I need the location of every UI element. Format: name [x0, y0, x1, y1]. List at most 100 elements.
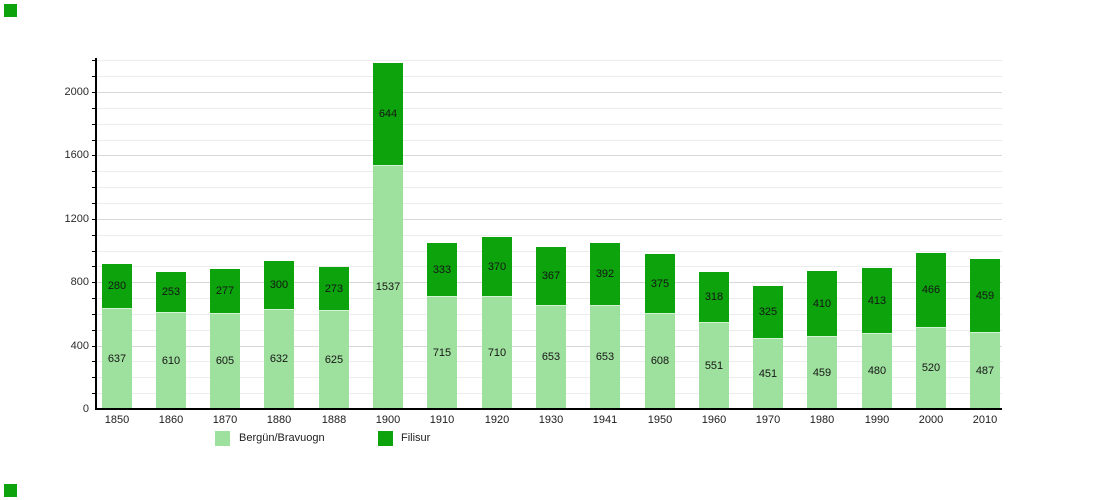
bar-segment-filisur	[264, 261, 294, 309]
bar-segment-filisur	[210, 269, 240, 313]
bar-value-label: 253	[161, 286, 181, 298]
y-tick-label: 2000	[64, 86, 89, 98]
bar-segment-filisur	[156, 272, 186, 312]
bar-segment-bergun	[102, 308, 132, 409]
bar-value-label: 459	[975, 290, 995, 302]
x-tick-label: 1850	[104, 414, 130, 426]
y-tick	[92, 314, 97, 315]
x-tick-label: 1990	[864, 414, 890, 426]
y-gridline	[97, 108, 1002, 109]
bar-value-label: 480	[867, 365, 887, 377]
bar-value-label: 653	[595, 351, 615, 363]
bar-value-label: 487	[975, 365, 995, 377]
y-tick	[92, 282, 97, 283]
x-tick-label: 1950	[647, 414, 673, 426]
bar-value-label: 375	[650, 278, 670, 290]
bar-value-label: 300	[269, 279, 289, 291]
bar-segment-filisur	[645, 254, 675, 313]
bar-segment-bergun	[373, 165, 403, 409]
bar-segment-bergun	[590, 305, 620, 409]
bar-segment-bergun	[482, 296, 512, 409]
legend-label-bergun: Bergün/Bravuogn	[239, 432, 325, 444]
bar-segment-filisur	[373, 63, 403, 165]
bar-segment-filisur	[482, 237, 512, 296]
x-tick-label: 1900	[375, 414, 401, 426]
x-tick-label: 1910	[429, 414, 455, 426]
y-gridline	[97, 76, 1002, 77]
x-tick-label: 1888	[321, 414, 347, 426]
bar-value-label: 625	[324, 354, 344, 366]
bar-value-label: 605	[215, 355, 235, 367]
y-tick	[92, 251, 97, 252]
y-tick-label: 800	[70, 276, 89, 288]
bar-value-label: 280	[107, 280, 127, 292]
y-tick	[92, 140, 97, 141]
legend-label-filisur: Filisur	[401, 432, 431, 444]
x-tick-label: 1930	[538, 414, 564, 426]
bar-value-label: 608	[650, 355, 670, 367]
y-tick	[92, 108, 97, 109]
x-axis-line	[95, 408, 1002, 410]
bar-value-label: 392	[595, 268, 615, 280]
bar-value-label: 610	[161, 355, 181, 367]
bar-segment-bergun	[699, 322, 729, 409]
y-gridline	[97, 60, 1002, 61]
y-gridline	[97, 124, 1002, 125]
bar-segment-bergun	[807, 336, 837, 409]
bar-value-label: 466	[921, 284, 941, 296]
bar-value-label: 451	[758, 368, 778, 380]
bar-segment-filisur	[590, 243, 620, 305]
bar-segment-bergun	[645, 313, 675, 409]
y-tick	[92, 266, 97, 267]
y-tick-label: 0	[82, 403, 89, 415]
bar-segment-bergun	[156, 312, 186, 409]
bar-segment-filisur	[536, 247, 566, 305]
y-tick-label: 1600	[64, 149, 89, 161]
bar-value-label: 325	[758, 306, 778, 318]
bar-value-label: 367	[541, 270, 561, 282]
bar-value-label: 410	[812, 298, 832, 310]
bar-value-label: 520	[921, 362, 941, 374]
bar-value-label: 710	[487, 347, 507, 359]
y-gridline	[97, 235, 1002, 236]
x-tick-label: 1870	[212, 414, 238, 426]
y-tick	[92, 235, 97, 236]
bar-value-label: 318	[704, 291, 724, 303]
bar-segment-bergun	[970, 332, 1000, 409]
bar-value-label: 413	[867, 295, 887, 307]
y-gridline	[97, 155, 1002, 156]
bar-segment-bergun	[264, 309, 294, 409]
bar-value-label: 644	[378, 108, 398, 120]
x-tick-label: 2010	[972, 414, 998, 426]
x-tick-label: 2000	[918, 414, 944, 426]
y-tick	[92, 393, 97, 394]
legend-swatch-filisur	[378, 431, 393, 446]
x-tick-label: 1960	[701, 414, 727, 426]
x-tick-label: 1970	[755, 414, 781, 426]
bar-value-label: 551	[704, 360, 724, 372]
y-tick	[92, 76, 97, 77]
y-tick	[92, 171, 97, 172]
bar-value-label: 653	[541, 351, 561, 363]
bar-segment-bergun	[862, 333, 892, 409]
bar-segment-bergun	[210, 313, 240, 409]
corner-marker-bottom-left	[4, 484, 17, 497]
bar-segment-filisur	[753, 286, 783, 338]
x-tick-label: 1880	[266, 414, 292, 426]
bar-value-label: 1537	[375, 281, 401, 293]
y-gridline	[97, 203, 1002, 204]
x-tick-label: 1980	[809, 414, 835, 426]
y-tick	[92, 330, 97, 331]
y-gridline	[97, 92, 1002, 93]
bar-value-label: 715	[432, 347, 452, 359]
bar-segment-filisur	[427, 243, 457, 296]
x-tick-label: 1860	[158, 414, 184, 426]
y-tick-label: 1200	[64, 213, 89, 225]
y-tick	[92, 346, 97, 347]
bar-segment-bergun	[916, 327, 946, 409]
bar-segment-filisur	[319, 267, 349, 310]
bar-value-label: 333	[432, 264, 452, 276]
bar-segment-bergun	[753, 338, 783, 409]
bar-value-label: 273	[324, 283, 344, 295]
y-axis-line	[95, 58, 97, 410]
